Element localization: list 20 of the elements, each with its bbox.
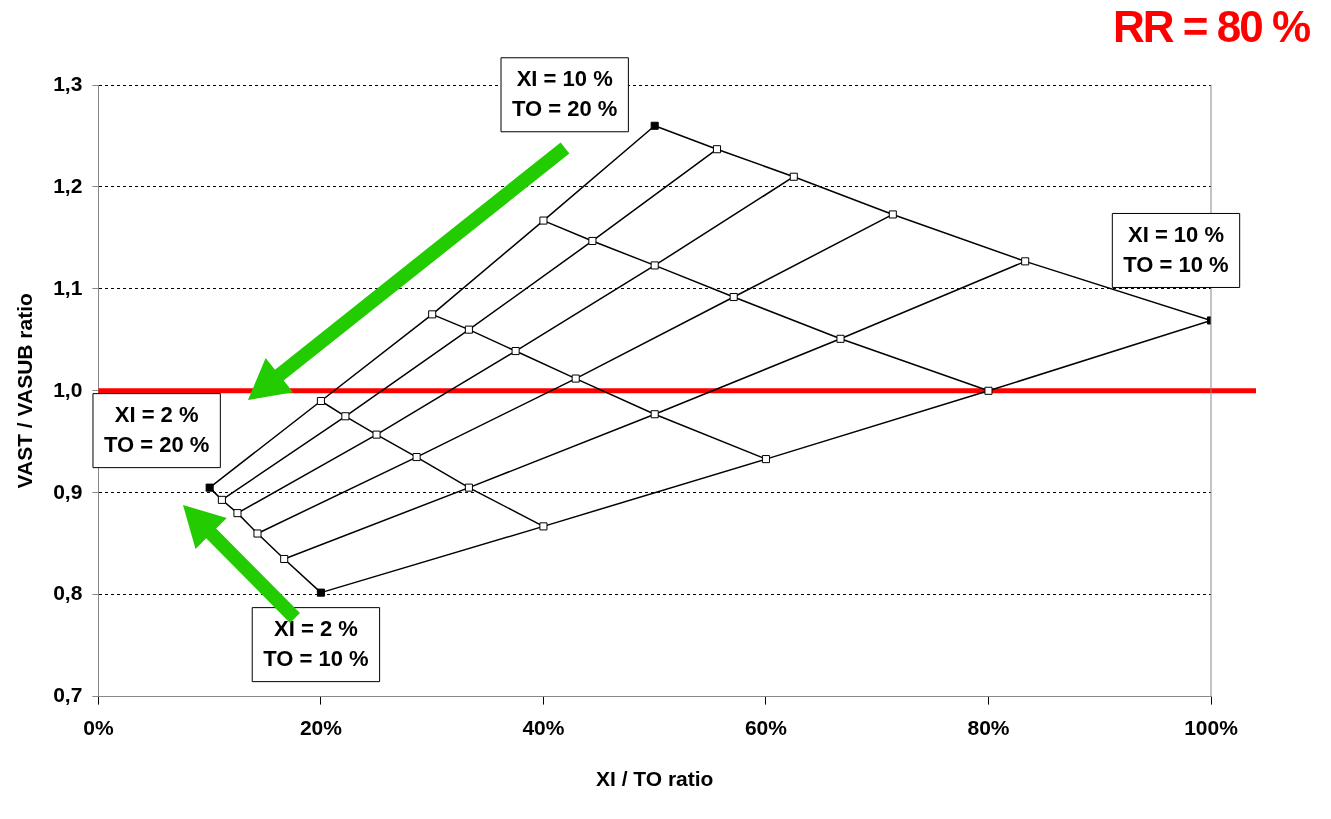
chart-title: RR = 80 % [1113,2,1309,52]
annotation: XI = 10 % TO = 10 % [1123,221,1229,277]
annotation: XI = 2 % TO = 10 % [263,615,369,671]
y-tick-label: 0,9 [53,479,83,503]
x-tick-label: 100% [1184,716,1239,739]
x-tick-label: 60% [744,716,788,739]
x-tick-label: 0% [83,716,114,739]
y-tick-label: 1,3 [53,71,83,95]
y-axis-title: VAST / VASUB ratio [13,293,37,489]
y-tick-label: 0,8 [53,581,83,605]
x-tick-label: 20% [299,716,343,739]
y-tick-label: 1,0 [53,377,83,401]
y-tick-label: 1,2 [53,173,83,197]
annotation: XI = 10 % TO = 20 % [512,65,618,121]
y-tick-label: 1,1 [53,275,83,299]
x-tick-label: 80% [967,716,1010,739]
x-axis-title: XI / TO ratio [595,767,714,791]
x-tick-label: 40% [522,716,565,739]
annotation: XI = 2 % TO = 20 % [103,401,210,457]
y-tick-label: 0,7 [53,683,83,707]
